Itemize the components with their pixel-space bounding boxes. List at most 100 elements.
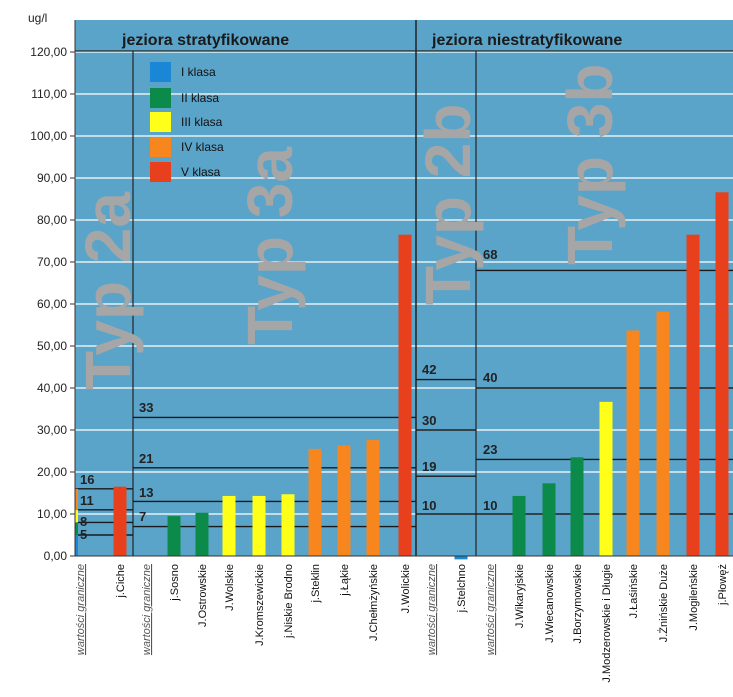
x-label-lake: J.Łaśińskie (628, 564, 640, 618)
x-axis-labels: wartości graniczne j.Ciche wartości granic… (75, 564, 729, 683)
x-label-lake: J.Ostrowskie (197, 564, 209, 627)
legend-label-4: IV klasa (181, 140, 224, 154)
x-label-lake: J.Wolskie (224, 564, 236, 611)
type-label-3b: Typ 3b (554, 64, 626, 266)
threshold-label: 16 (80, 472, 94, 487)
x-label-lake: J.Żnińskie Duże (657, 564, 670, 642)
y-tick-label: 120,00 (30, 45, 67, 59)
x-label-lake: J.Wikaryjskie (514, 564, 526, 628)
legend-label-5: V klasa (181, 165, 221, 179)
threshold-label: 10 (422, 498, 436, 513)
legend-label-3: III klasa (181, 115, 223, 129)
x-label-lake: J.Wiecanowskie (544, 564, 556, 643)
bar (337, 445, 351, 556)
x-label-limit-values: wartości graniczne (426, 564, 438, 655)
threshold-label: 30 (422, 413, 436, 428)
x-label-lake: J.Modzerowskie i Długie (601, 564, 613, 683)
bars (113, 192, 729, 560)
y-tick-label: 40,00 (37, 381, 67, 395)
y-tick-label: 0,00 (44, 549, 68, 563)
y-tick-label: 10,00 (37, 507, 67, 521)
class-marker (75, 535, 78, 556)
x-label-lake: j.Ciche (115, 564, 127, 599)
bar (570, 457, 584, 556)
y-tick-label: 90,00 (37, 171, 67, 185)
class-marker (75, 522, 78, 535)
legend-label-1: I klasa (181, 65, 216, 79)
section-title-stratified: jeziora stratyfikowane (121, 32, 289, 49)
legend: I klasa II klasa III klasa IV klasa V kl… (150, 62, 224, 182)
x-label-lake: j.Steklin (310, 564, 322, 604)
x-label-lake: J.Chełmżyńskie (368, 564, 380, 641)
legend-swatch-1 (150, 62, 171, 82)
x-label-lake: J.Mogileńskie (688, 564, 700, 631)
group-markers (75, 488, 78, 556)
threshold-label: 33 (139, 400, 153, 415)
legend-swatch-5 (150, 162, 171, 182)
y-tick-label: 110,00 (31, 87, 67, 101)
legend-label-2: II klasa (181, 91, 219, 105)
bar (512, 495, 526, 556)
bar (366, 440, 380, 556)
y-tick-label: 80,00 (37, 213, 67, 227)
class-marker (75, 509, 78, 523)
bar (222, 495, 236, 556)
bar (454, 556, 468, 560)
y-tick-label: 30,00 (37, 423, 67, 437)
x-label-lake: J.Kromszewickie (254, 564, 266, 646)
threshold-label: 10 (483, 498, 497, 513)
y-tick-label: 70,00 (37, 255, 67, 269)
bar (626, 330, 640, 556)
x-label-lake: j.Stelchno (456, 564, 468, 613)
threshold-label: 11 (80, 493, 94, 508)
threshold-label: 23 (483, 442, 497, 457)
threshold-label: 7 (139, 509, 146, 524)
x-label-limit-values: wartości graniczne (141, 564, 153, 655)
x-label-lake: j.Łąkie (339, 564, 351, 597)
bar (398, 234, 412, 556)
threshold-label: 40 (483, 370, 497, 385)
y-tick-label: 50,00 (37, 339, 67, 353)
x-label-limit-values: wartości graniczne (485, 564, 497, 655)
bar (308, 448, 322, 556)
x-label-lake: J.Borzymowskie (572, 564, 584, 643)
threshold-labels: 5 8 11 16 7 13 21 33 10 19 30 42 10 23 4… (80, 247, 497, 542)
type-label-2a: Typ 2a (72, 192, 144, 390)
bar (656, 311, 670, 556)
x-label-lake: j.Płowęż (717, 564, 729, 606)
type-label-2b: Typ 2b (412, 104, 484, 306)
type-label-3a: Typ 3a (234, 147, 306, 345)
x-label-lake: j.Sosno (169, 564, 181, 602)
section-dividers (75, 20, 733, 556)
threshold-label: 5 (80, 527, 87, 542)
bar (195, 512, 209, 556)
y-axis-ticks: 0,00 10,00 20,00 30,00 40,00 50,00 60,00 70,00 8… (30, 20, 733, 563)
unit-label: ug/l (28, 11, 47, 25)
legend-swatch-3 (150, 112, 171, 132)
x-label-lake: j.Niskie Brodno (283, 564, 295, 639)
y-tick-label: 60,00 (37, 297, 67, 311)
threshold-label: 19 (422, 459, 436, 474)
legend-swatch-2 (150, 88, 171, 108)
class-marker (75, 488, 78, 510)
x-label-limit-values: wartości graniczne (75, 564, 87, 655)
threshold-label: 13 (139, 485, 153, 500)
x-label-lake: J.Wolickie (400, 564, 412, 613)
bar (252, 495, 266, 556)
threshold-label: 42 (422, 362, 436, 377)
bar (281, 494, 295, 556)
threshold-label: 68 (483, 247, 497, 262)
threshold-label: 21 (139, 451, 153, 466)
bar (167, 516, 181, 556)
bar (686, 234, 700, 556)
y-tick-label: 20,00 (37, 465, 67, 479)
threshold-label: 8 (80, 514, 87, 529)
bar (599, 401, 613, 556)
bar (542, 483, 556, 556)
legend-swatch-4 (150, 137, 171, 157)
section-title-nonstratified: jeziora niestratyfikowane (431, 32, 622, 49)
bar (113, 486, 127, 556)
bar (715, 192, 729, 556)
y-tick-label: 100,00 (30, 129, 67, 143)
